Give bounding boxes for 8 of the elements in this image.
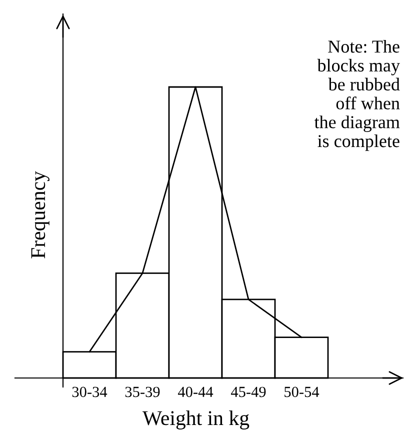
x-axis-title: Weight in kg [142, 410, 250, 430]
x-tick-label: 35-39 [125, 386, 160, 398]
x-tick-label: 40-44 [178, 386, 214, 398]
x-tick-label: 45-49 [230, 386, 266, 398]
y-axis-title: Frequency [31, 171, 50, 258]
x-tick-label: 50-54 [284, 386, 320, 398]
x-tick-label: 30-34 [72, 386, 108, 398]
annotation: Note: The blocks may be rubbed off when the diagram is complete [314, 40, 400, 151]
